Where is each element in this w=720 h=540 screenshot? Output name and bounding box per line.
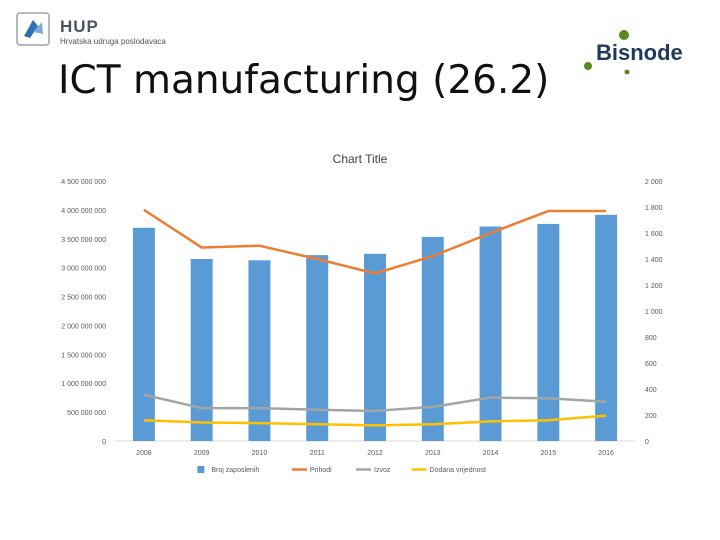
chart-title: Chart Title [333,152,388,166]
left-axis-tick-label: 3 500 000 000 [61,237,106,244]
right-axis-tick-label: 1 200 [645,283,663,290]
left-axis-tick-label: 3 000 000 000 [61,266,106,273]
right-axis-tick-label: 2 000 [645,179,663,186]
bar-broj-zaposlenih [364,253,386,441]
right-axis-tick-label: 0 [645,439,649,446]
bar-broj-zaposlenih [595,214,618,441]
legend-label-dodana-vrijednost: Dodana vrijednost [430,467,486,474]
x-axis-tick-label: 2016 [598,450,614,457]
right-axis-tick-label: 1 600 [645,231,663,238]
bisnode-name: Bisnode [596,40,683,65]
left-axis-tick-label: 500 000 000 [67,410,106,417]
left-axis-tick-label: 4 000 000 000 [61,208,106,215]
line-series-izvoz [143,393,607,413]
x-axis-tick-label: 2014 [483,450,499,457]
legend-label-prihodi: Prihodi [310,467,332,474]
bisnode-logo-icon [584,30,630,75]
x-axis-tick-label: 2015 [541,450,557,457]
x-axis-tick-label: 2013 [425,450,441,457]
x-axis-tick-label: 2010 [252,450,268,457]
line-series-dodana-vrijednost [143,414,607,427]
right-axis-tick-label: 1 400 [645,257,663,264]
combo-chart: Chart Title 0 500 000 000 1 000 000 000 1 50… [61,152,663,474]
bar-broj-zaposlenih [421,236,444,441]
hup-name: HUP [60,17,99,36]
left-axis-tick-label: 4 500 000 000 [61,179,106,186]
line-series-prihodi [143,208,607,275]
right-axis-tick-label: 1 000 [645,309,663,316]
right-axis-tick-label: 400 [645,387,657,394]
left-axis-tick-label: 1 500 000 000 [61,352,106,359]
left-axis-tick-label: 2 500 000 000 [61,295,106,302]
x-axis-tick-label: 2008 [136,450,152,457]
bar-broj-zaposlenih [306,255,329,441]
right-axis-tick-label: 1 800 [645,205,663,212]
x-axis-tick-label: 2012 [367,450,383,457]
right-axis-tick-label: 800 [645,335,657,342]
bar-broj-zaposlenih [132,227,155,441]
hup-subtitle: Hrvatska udruga poslodavaca [60,37,166,46]
legend-label-izvoz: Izvoz [374,467,391,474]
right-axis-tick-label: 600 [645,361,657,368]
x-axis-tick-label: 2011 [310,450,325,457]
bar-broj-zaposlenih [479,226,502,441]
page-title: ICT manufacturing (26.2) [58,58,550,103]
right-axis-tick-label: 200 [645,413,657,420]
left-axis-tick-label: 0 [102,439,106,446]
left-axis-tick-label: 1 000 000 000 [61,381,106,388]
bar-broj-zaposlenih [248,260,271,441]
legend-swatch-broj-zaposlenih [197,466,205,473]
left-axis-tick-label: 2 000 000 000 [61,323,106,330]
bar-broj-zaposlenih [537,223,560,441]
bar-broj-zaposlenih [190,259,213,441]
x-axis-tick-label: 2009 [194,450,210,457]
hup-logo-icon [16,12,50,46]
legend-label-broj-zaposlenih: Broj zaposlenih [211,467,259,474]
